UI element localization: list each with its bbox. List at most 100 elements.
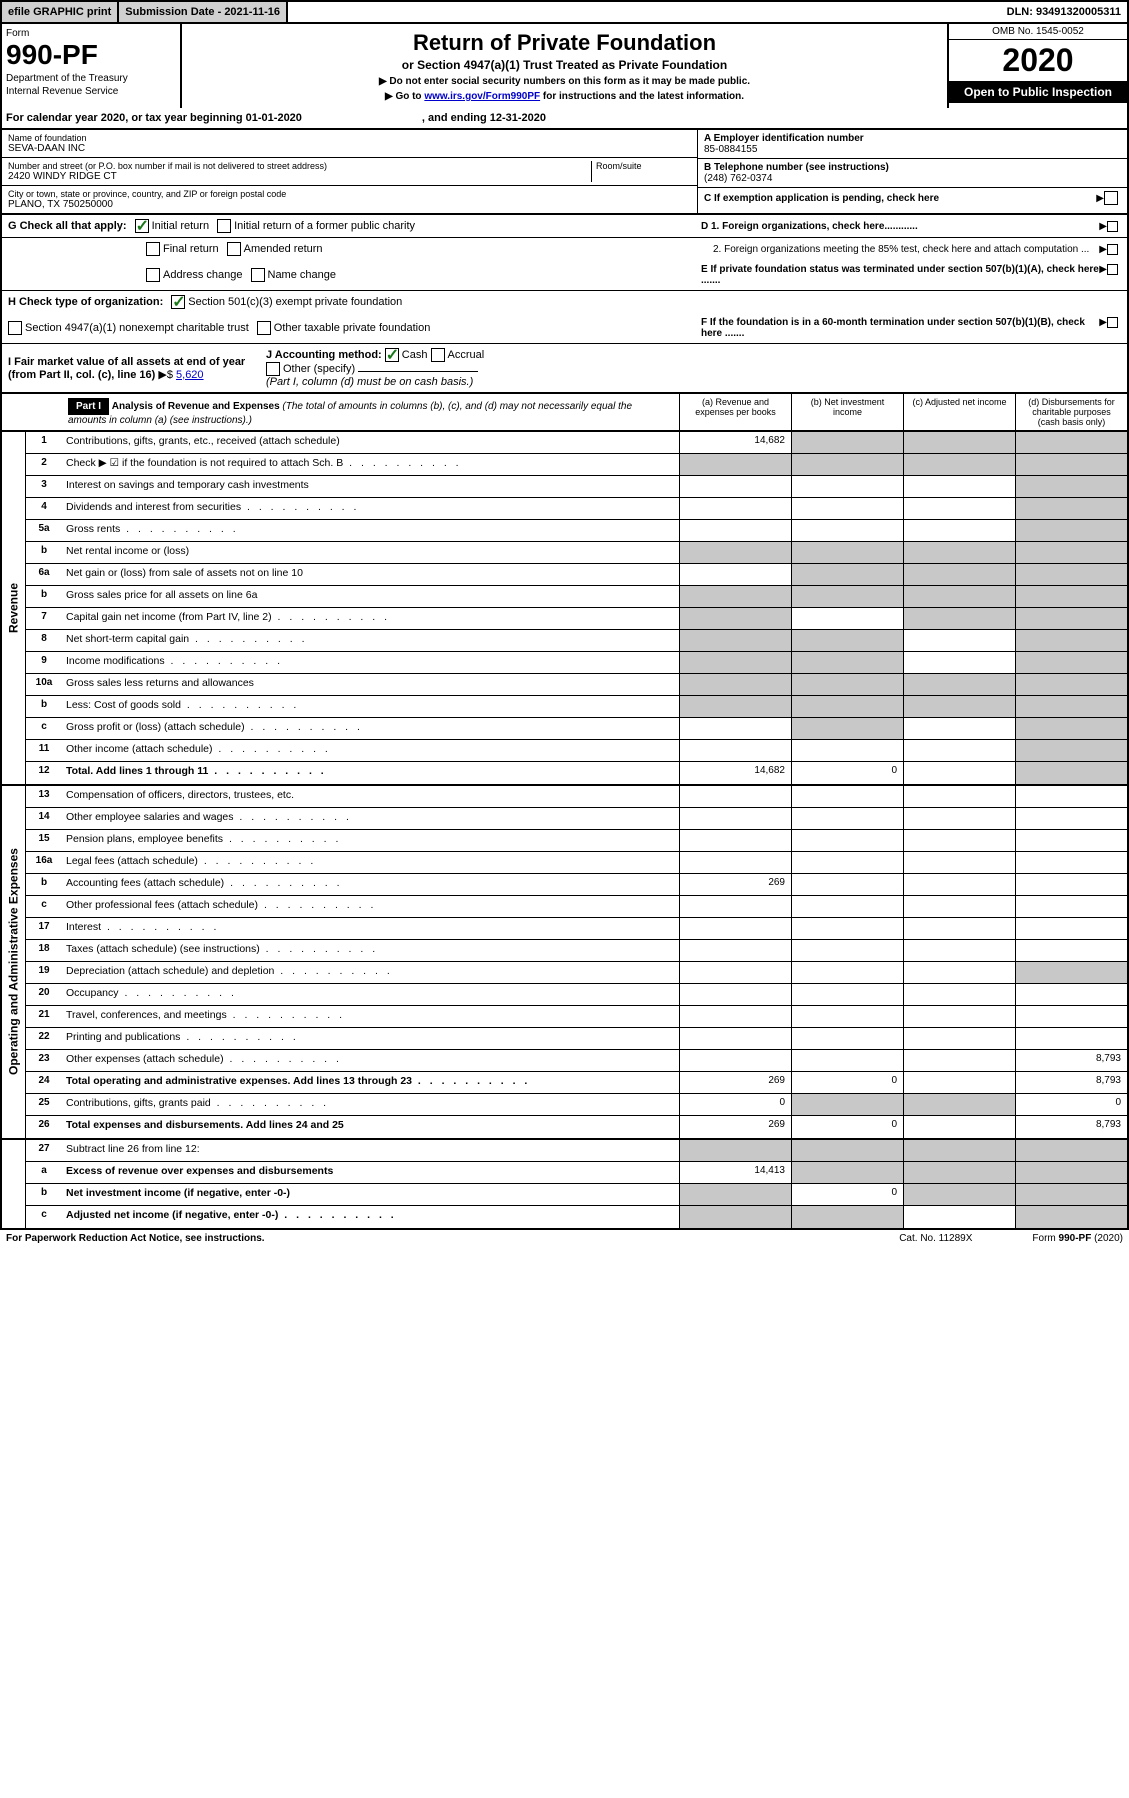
- line-description: Depreciation (attach schedule) and deple…: [62, 962, 679, 983]
- cell-col-c: [903, 476, 1015, 497]
- initial-return-checkbox[interactable]: [135, 219, 149, 233]
- d1-checkbox[interactable]: [1107, 221, 1118, 232]
- other-method-checkbox[interactable]: [266, 362, 280, 376]
- table-row: 10aGross sales less returns and allowanc…: [26, 674, 1127, 696]
- cell-col-d: 8,793: [1015, 1116, 1127, 1138]
- line-description: Net rental income or (loss): [62, 542, 679, 563]
- cell-col-c: [903, 564, 1015, 585]
- address-change-checkbox[interactable]: [146, 268, 160, 282]
- cell-col-c: [903, 1116, 1015, 1138]
- cell-col-c: [903, 918, 1015, 939]
- cell-col-b: [791, 586, 903, 607]
- initial-former-checkbox[interactable]: [217, 219, 231, 233]
- cell-col-a: [679, 808, 791, 829]
- cell-col-c: [903, 1072, 1015, 1093]
- final-return-checkbox[interactable]: [146, 242, 160, 256]
- cell-col-d: [1015, 1140, 1127, 1161]
- line-number: 17: [26, 918, 62, 939]
- line-number: 13: [26, 786, 62, 807]
- line-number: 8: [26, 630, 62, 651]
- 4947-checkbox[interactable]: [8, 321, 22, 335]
- h-check-row: H Check type of organization: Section 50…: [0, 291, 1129, 313]
- cell-col-d: [1015, 786, 1127, 807]
- line-number: a: [26, 1162, 62, 1183]
- cell-col-d: [1015, 1206, 1127, 1228]
- cell-col-a: [679, 918, 791, 939]
- name-change-checkbox[interactable]: [251, 268, 265, 282]
- line-number: 19: [26, 962, 62, 983]
- ein-label: A Employer identification number: [704, 133, 1121, 144]
- cell-col-a: 14,682: [679, 432, 791, 453]
- line-description: Total operating and administrative expen…: [62, 1072, 679, 1093]
- cell-col-c: [903, 498, 1015, 519]
- cell-col-b: [791, 674, 903, 695]
- table-row: aExcess of revenue over expenses and dis…: [26, 1162, 1127, 1184]
- table-row: 12Total. Add lines 1 through 1114,6820: [26, 762, 1127, 784]
- cell-col-d: 8,793: [1015, 1072, 1127, 1093]
- table-row: 20Occupancy: [26, 984, 1127, 1006]
- line-number: 14: [26, 808, 62, 829]
- cell-col-d: [1015, 520, 1127, 541]
- form990pf-link[interactable]: www.irs.gov/Form990PF: [424, 91, 540, 102]
- line-description: Subtract line 26 from line 12:: [62, 1140, 679, 1161]
- cell-col-b: [791, 786, 903, 807]
- table-row: 18Taxes (attach schedule) (see instructi…: [26, 940, 1127, 962]
- foundation-address: 2420 WINDY RIDGE CT: [8, 171, 591, 182]
- table-row: 23Other expenses (attach schedule)8,793: [26, 1050, 1127, 1072]
- cell-col-c: [903, 984, 1015, 1005]
- line-number: c: [26, 718, 62, 739]
- accrual-checkbox[interactable]: [431, 348, 445, 362]
- cell-col-a: [679, 652, 791, 673]
- line-description: Other professional fees (attach schedule…: [62, 896, 679, 917]
- d2-checkbox[interactable]: [1107, 244, 1118, 255]
- part1-header: Part I Analysis of Revenue and Expenses …: [0, 394, 1129, 432]
- line-number: 16a: [26, 852, 62, 873]
- cell-col-c: [903, 830, 1015, 851]
- amended-return-checkbox[interactable]: [227, 242, 241, 256]
- cell-col-c: [903, 1162, 1015, 1183]
- cell-col-c: [903, 1028, 1015, 1049]
- line-number: 15: [26, 830, 62, 851]
- cell-col-b: 0: [791, 1184, 903, 1205]
- cell-col-a: 14,682: [679, 762, 791, 784]
- table-row: 4Dividends and interest from securities: [26, 498, 1127, 520]
- line-description: Interest: [62, 918, 679, 939]
- cell-col-a: [679, 940, 791, 961]
- cell-col-d: [1015, 498, 1127, 519]
- cell-col-d: [1015, 984, 1127, 1005]
- cell-col-d: [1015, 852, 1127, 873]
- cell-col-d: [1015, 674, 1127, 695]
- line-description: Travel, conferences, and meetings: [62, 1006, 679, 1027]
- cell-col-a: [679, 1028, 791, 1049]
- line-number: 21: [26, 1006, 62, 1027]
- line-description: Gross sales less returns and allowances: [62, 674, 679, 695]
- table-row: 13Compensation of officers, directors, t…: [26, 786, 1127, 808]
- dln: DLN: 93491320005311: [1001, 2, 1127, 22]
- line-number: b: [26, 1184, 62, 1205]
- cell-col-d: [1015, 586, 1127, 607]
- c-label: C If exemption application is pending, c…: [704, 193, 1096, 204]
- 501c3-checkbox[interactable]: [171, 295, 185, 309]
- line-description: Adjusted net income (if negative, enter …: [62, 1206, 679, 1228]
- line-description: Net investment income (if negative, ente…: [62, 1184, 679, 1205]
- city-label: City or town, state or province, country…: [8, 189, 691, 199]
- cell-col-d: [1015, 652, 1127, 673]
- fmv-value[interactable]: 5,620: [176, 369, 204, 381]
- c-checkbox[interactable]: [1104, 191, 1118, 205]
- cell-col-c: [903, 808, 1015, 829]
- table-row: 7Capital gain net income (from Part IV, …: [26, 608, 1127, 630]
- cell-col-d: 0: [1015, 1094, 1127, 1115]
- cell-col-b: [791, 808, 903, 829]
- f-checkbox[interactable]: [1107, 317, 1118, 328]
- cell-col-a: [679, 718, 791, 739]
- other-taxable-checkbox[interactable]: [257, 321, 271, 335]
- cash-checkbox[interactable]: [385, 348, 399, 362]
- line-description: Gross profit or (loss) (attach schedule): [62, 718, 679, 739]
- cell-col-d: [1015, 808, 1127, 829]
- efile-print-button[interactable]: efile GRAPHIC print: [2, 2, 119, 22]
- cell-col-c: [903, 432, 1015, 453]
- cell-col-b: 0: [791, 762, 903, 784]
- cat-number: Cat. No. 11289X: [899, 1233, 972, 1244]
- paperwork-notice: For Paperwork Reduction Act Notice, see …: [6, 1233, 265, 1244]
- e-checkbox[interactable]: [1107, 264, 1118, 275]
